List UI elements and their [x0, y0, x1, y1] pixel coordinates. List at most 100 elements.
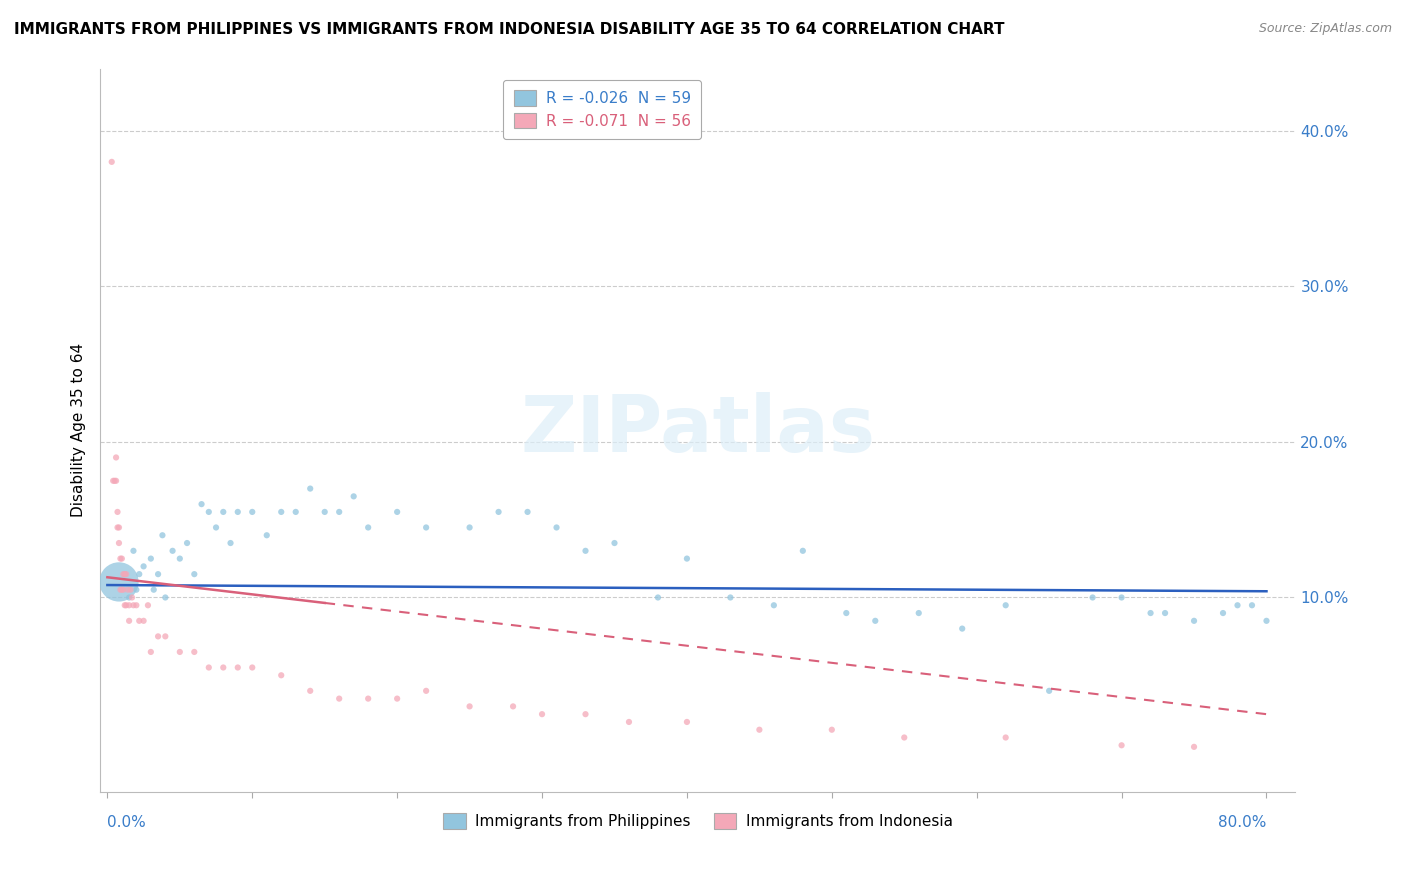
Point	[718, 591, 741, 605]
Point	[107, 505, 129, 519]
Point	[205, 520, 228, 534]
Point	[1111, 591, 1133, 605]
Point	[108, 520, 131, 534]
Point	[146, 567, 169, 582]
Point	[122, 599, 145, 613]
Point	[314, 505, 336, 519]
Legend: Immigrants from Philippines, Immigrants from Indonesia: Immigrants from Philippines, Immigrants …	[437, 806, 959, 835]
Point	[111, 551, 134, 566]
Point	[212, 505, 235, 519]
Point	[155, 591, 177, 605]
Point	[125, 599, 148, 613]
Point	[176, 536, 198, 550]
Text: ZIPatlas: ZIPatlas	[520, 392, 876, 468]
Point	[142, 582, 165, 597]
Point	[198, 505, 221, 519]
Point	[284, 505, 307, 519]
Point	[114, 567, 136, 582]
Point	[676, 714, 699, 729]
Point	[107, 520, 129, 534]
Text: 80.0%: 80.0%	[1218, 815, 1267, 830]
Point	[1154, 606, 1177, 620]
Point	[219, 536, 242, 550]
Point	[132, 614, 155, 628]
Point	[531, 707, 554, 722]
Point	[139, 551, 162, 566]
Point	[105, 450, 128, 465]
Point	[155, 629, 177, 643]
Point	[183, 645, 205, 659]
Point	[762, 599, 785, 613]
Point	[1256, 614, 1278, 628]
Point	[821, 723, 844, 737]
Point	[101, 474, 124, 488]
Point	[100, 154, 122, 169]
Point	[240, 505, 263, 519]
Point	[114, 567, 136, 582]
Point	[122, 544, 145, 558]
Point	[162, 544, 184, 558]
Point	[118, 591, 141, 605]
Point	[502, 699, 524, 714]
Point	[270, 505, 292, 519]
Point	[115, 567, 138, 582]
Point	[1081, 591, 1104, 605]
Point	[893, 731, 915, 745]
Point	[183, 567, 205, 582]
Point	[256, 528, 278, 542]
Text: Source: ZipAtlas.com: Source: ZipAtlas.com	[1258, 22, 1392, 36]
Point	[647, 591, 669, 605]
Y-axis label: Disability Age 35 to 64: Disability Age 35 to 64	[72, 343, 86, 517]
Point	[385, 505, 408, 519]
Point	[1182, 739, 1205, 754]
Point	[136, 599, 159, 613]
Point	[994, 599, 1017, 613]
Point	[1139, 606, 1161, 620]
Point	[676, 551, 699, 566]
Point	[328, 505, 350, 519]
Point	[128, 567, 150, 582]
Point	[617, 714, 640, 729]
Point	[299, 482, 322, 496]
Point	[1240, 599, 1263, 613]
Point	[104, 474, 127, 488]
Point	[546, 520, 568, 534]
Point	[458, 699, 481, 714]
Point	[105, 474, 128, 488]
Point	[950, 622, 973, 636]
Point	[128, 614, 150, 628]
Point	[1212, 606, 1234, 620]
Point	[110, 582, 132, 597]
Point	[415, 520, 437, 534]
Point	[994, 731, 1017, 745]
Point	[240, 660, 263, 674]
Point	[226, 505, 249, 519]
Point	[516, 505, 538, 519]
Point	[574, 707, 596, 722]
Point	[112, 582, 135, 597]
Point	[152, 528, 174, 542]
Text: 0.0%: 0.0%	[107, 815, 146, 830]
Point	[111, 582, 134, 597]
Point	[112, 567, 135, 582]
Point	[169, 645, 191, 659]
Point	[357, 691, 380, 706]
Point	[132, 559, 155, 574]
Point	[328, 691, 350, 706]
Point	[458, 520, 481, 534]
Point	[198, 660, 221, 674]
Point	[574, 544, 596, 558]
Point	[117, 582, 139, 597]
Point	[1226, 599, 1249, 613]
Point	[415, 683, 437, 698]
Point	[1182, 614, 1205, 628]
Point	[118, 599, 141, 613]
Point	[146, 629, 169, 643]
Point	[835, 606, 858, 620]
Point	[108, 574, 131, 589]
Point	[299, 683, 322, 698]
Point	[792, 544, 814, 558]
Point	[139, 645, 162, 659]
Point	[865, 614, 887, 628]
Point	[226, 660, 249, 674]
